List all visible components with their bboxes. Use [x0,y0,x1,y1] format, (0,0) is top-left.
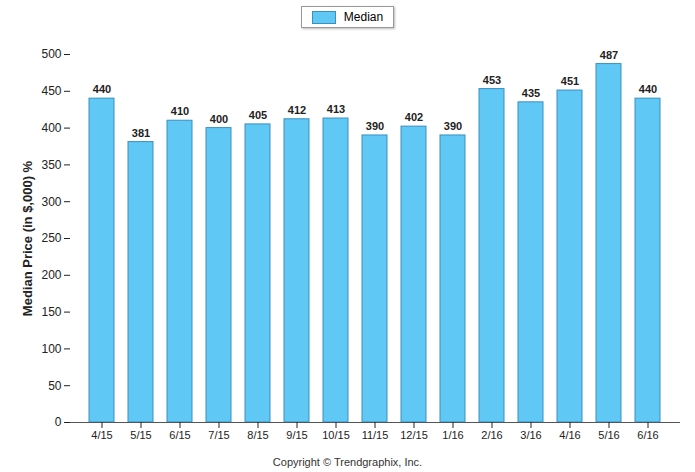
svg-text:500: 500 [41,47,61,61]
html-text:Copyright © Trendgraphix, Inc.: Copyright © Trendgraphix, Inc. [272,456,423,468]
svg-text:453: 453 [483,74,501,86]
svg-text:440: 440 [93,83,111,95]
html-text:Median: Median [343,10,384,24]
svg-text:400: 400 [41,121,61,135]
svg-text:410: 410 [171,105,189,117]
svg-text:9/15: 9/15 [286,429,307,441]
svg-text:390: 390 [444,120,462,132]
svg-text:402: 402 [405,111,423,123]
svg-text:390: 390 [366,120,384,132]
svg-text:300: 300 [41,195,61,209]
svg-text:10/15: 10/15 [322,429,350,441]
svg-text:4/15: 4/15 [91,429,112,441]
svg-text:6/15: 6/15 [169,429,190,441]
svg-text:100: 100 [41,342,61,356]
svg-text:8/15: 8/15 [247,429,268,441]
svg-text:5/16: 5/16 [598,429,619,441]
svg-text:412: 412 [288,104,306,116]
svg-text:350: 350 [41,158,61,172]
svg-text:250: 250 [41,231,61,245]
svg-text:5/15: 5/15 [130,429,151,441]
svg-text:7/15: 7/15 [208,429,229,441]
svg-text:0: 0 [55,415,62,429]
svg-text:Median Price (in $,000) %: Median Price (in $,000) % [20,160,35,316]
svg-text:487: 487 [600,49,618,61]
svg-text:12/15: 12/15 [400,429,428,441]
svg-text:400: 400 [210,113,228,125]
svg-text:451: 451 [561,75,579,87]
svg-text:3/16: 3/16 [520,429,541,441]
svg-text:450: 450 [41,84,61,98]
svg-text:11/15: 11/15 [362,429,389,441]
svg-text:200: 200 [41,268,61,282]
svg-text:405: 405 [249,109,267,121]
svg-text:6/16: 6/16 [637,429,658,441]
svg-text:440: 440 [639,83,657,95]
svg-text:4/16: 4/16 [559,429,580,441]
svg-text:50: 50 [48,379,62,393]
svg-text:1/16: 1/16 [442,429,463,441]
svg-text:435: 435 [522,87,540,99]
svg-text:2/16: 2/16 [481,429,502,441]
svg-text:150: 150 [41,305,61,319]
svg-text:413: 413 [327,103,345,115]
svg-text:381: 381 [132,127,150,139]
